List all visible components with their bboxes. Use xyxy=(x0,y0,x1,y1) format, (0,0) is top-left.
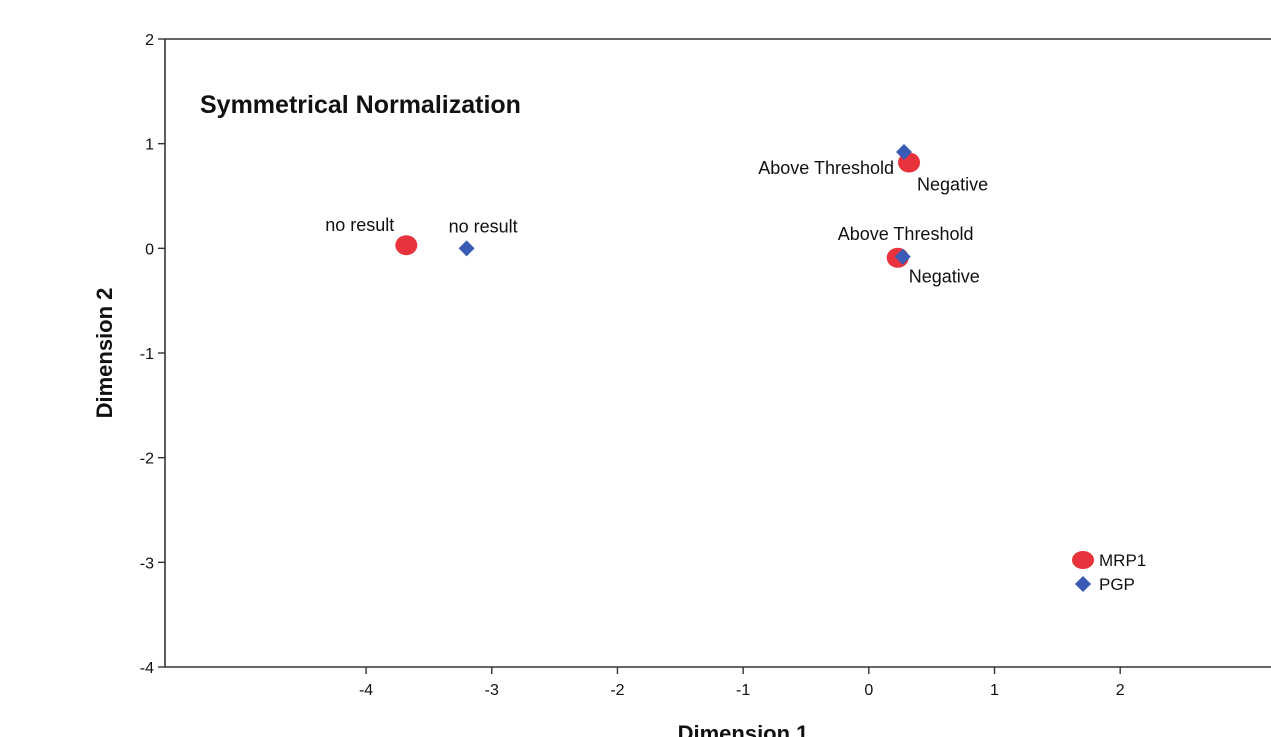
legend-label: PGP xyxy=(1099,575,1135,594)
point-label: no result xyxy=(325,215,394,235)
pgp-point xyxy=(896,144,913,161)
point-label: Negative xyxy=(917,175,988,195)
point-label: Above Threshold xyxy=(758,158,894,178)
plot-frame xyxy=(164,38,1271,668)
point-label: no result xyxy=(449,216,518,236)
x-tick-label: -3 xyxy=(485,682,499,699)
point-label: Negative xyxy=(909,267,980,287)
x-tick-label: -4 xyxy=(359,682,373,699)
pgp-point xyxy=(458,240,475,257)
x-tick-label: 0 xyxy=(864,682,873,699)
y-tick-label: 1 xyxy=(145,137,154,154)
legend-mrp1-marker xyxy=(1072,551,1094,569)
legend-pgp-marker xyxy=(1075,576,1091,592)
y-tick-label: -1 xyxy=(140,346,154,363)
pgp-point xyxy=(894,248,911,265)
axis-ticks: 2 1 0 -1 -2 -3 -4 -4 -3 -2 -1 0 1 2 xyxy=(140,32,1125,699)
point-labels: no result Negative Above Threshold no resul… xyxy=(325,158,988,287)
x-tick-label: 1 xyxy=(990,682,999,699)
data-marks xyxy=(395,144,921,268)
legend: MRP1 PGP xyxy=(1072,551,1146,594)
x-axis-title: Dimension 1 xyxy=(678,721,809,737)
y-tick-label: 0 xyxy=(145,241,154,258)
y-tick-label: -4 xyxy=(140,660,154,677)
y-tick-label: 2 xyxy=(145,32,154,49)
point-label: Above Threshold xyxy=(838,224,974,244)
x-tick-label: -1 xyxy=(736,682,750,699)
y-axis-title: Dimension 2 xyxy=(92,288,117,419)
mrp1-point xyxy=(395,235,418,256)
y-tick-label: -2 xyxy=(140,451,154,468)
chart-title: Symmetrical Normalization xyxy=(200,91,521,119)
x-tick-label: 2 xyxy=(1116,682,1125,699)
y-tick-label: -3 xyxy=(140,555,154,572)
legend-label: MRP1 xyxy=(1099,551,1146,570)
x-tick-label: -2 xyxy=(610,682,624,699)
